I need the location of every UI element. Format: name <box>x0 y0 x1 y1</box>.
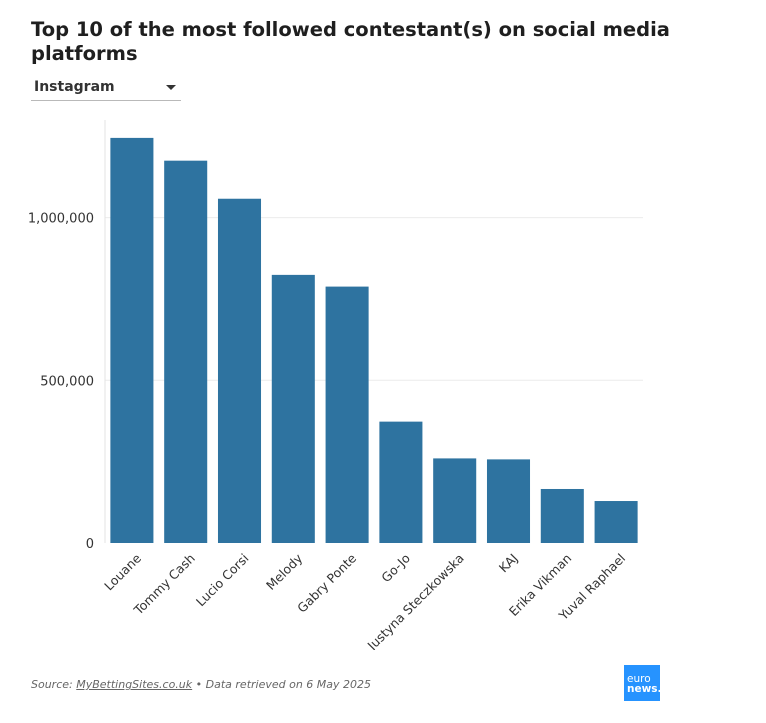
chevron-down-icon <box>166 85 176 90</box>
bar[interactable] <box>379 421 423 543</box>
source-link[interactable]: MyBettingSites.co.uk <box>76 678 193 691</box>
y-axis-ticks: 0 500,000 1,000,000 <box>28 212 94 552</box>
bar[interactable] <box>540 488 584 543</box>
x-tick-label: Louane <box>101 550 144 593</box>
y-tick-label: 500,000 <box>40 374 94 389</box>
bar[interactable] <box>271 274 315 543</box>
bar[interactable] <box>164 160 208 543</box>
platform-dropdown-value: Instagram <box>34 79 115 95</box>
bar[interactable] <box>433 458 477 543</box>
x-tick-label: KAJ <box>496 551 521 576</box>
source-suffix: • Data retrieved on 6 May 2025 <box>192 678 372 691</box>
y-tick-label: 1,000,000 <box>28 212 94 227</box>
bar[interactable] <box>486 459 531 543</box>
source-prefix: Source: <box>31 678 77 691</box>
x-tick-label: Melody <box>263 550 306 593</box>
logo-line-2: news. <box>627 683 662 695</box>
bar[interactable] <box>594 501 638 543</box>
bar[interactable] <box>217 198 262 543</box>
bar[interactable] <box>110 137 154 543</box>
bars-layer <box>110 137 638 543</box>
euronews-logo: euro news. <box>624 665 662 701</box>
x-tick-label: Lucio Corsi <box>193 551 252 610</box>
chart-title: Top 10 of the most followed contestant(s… <box>31 18 670 65</box>
source-note: Source: MyBettingSites.co.uk • Data retr… <box>31 678 371 691</box>
bar[interactable] <box>325 286 369 543</box>
logo-line-1: euro <box>627 673 651 685</box>
platform-dropdown[interactable]: Instagram <box>31 76 181 101</box>
x-tick-label: Justyna Steczkowska <box>364 551 467 650</box>
x-tick-label: Go-Jo <box>378 551 413 586</box>
y-tick-label: 0 <box>86 537 94 552</box>
